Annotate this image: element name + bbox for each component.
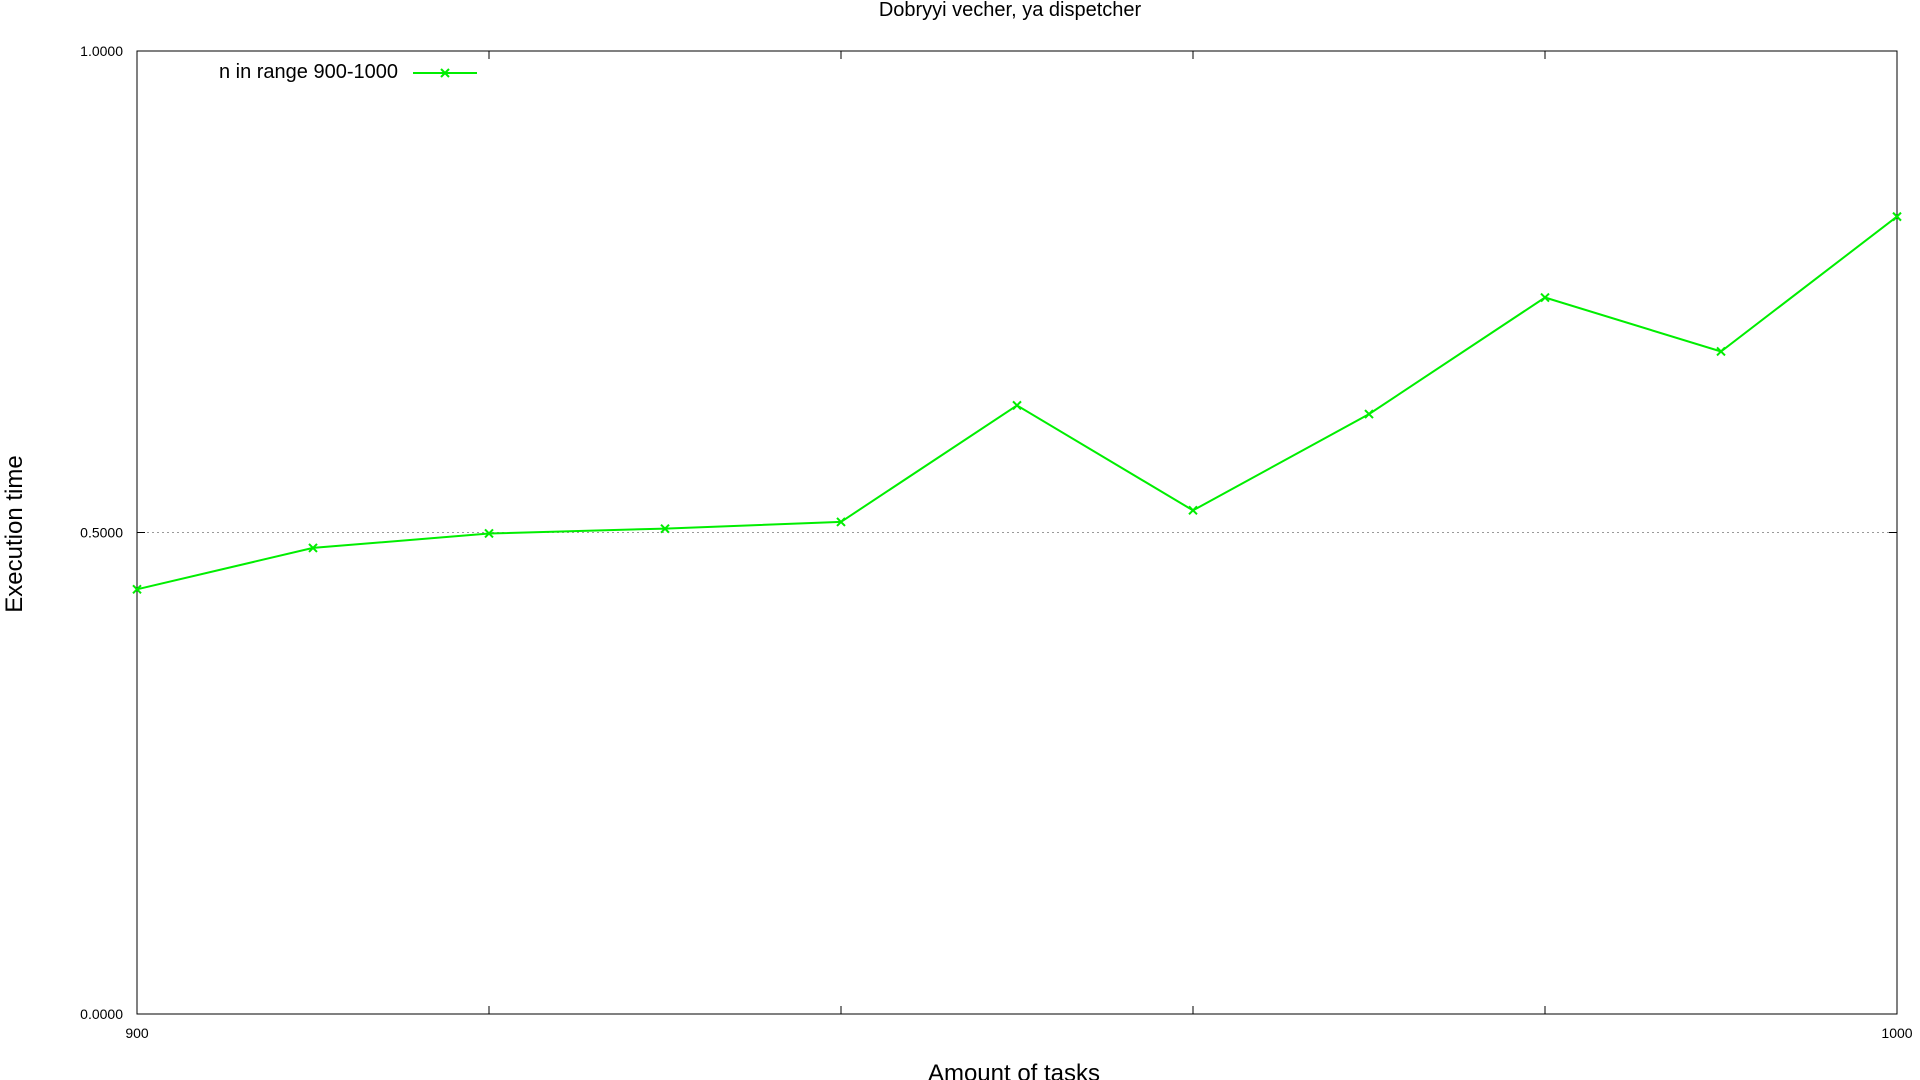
data-point xyxy=(1892,211,1902,222)
series-line-0 xyxy=(136,215,1898,591)
y-tick-label: 0.5000 xyxy=(80,525,123,541)
y-tick-label: 1.0000 xyxy=(80,43,123,59)
chart-title: Dobryyi vecher, ya dispetcher xyxy=(879,0,1142,21)
legend: n in range 900-1000 xyxy=(219,61,477,83)
legend-marker xyxy=(440,68,450,78)
data-point xyxy=(1540,292,1550,303)
data-point xyxy=(1012,400,1022,411)
legend-marker-x xyxy=(440,68,450,78)
x-tick-label: 900 xyxy=(125,1025,149,1041)
legend-label: n in range 900-1000 xyxy=(219,61,398,83)
data-point xyxy=(308,543,318,553)
plot-frame xyxy=(136,50,1898,1015)
data-point xyxy=(484,528,494,539)
data-point xyxy=(660,523,670,534)
x-axis-label: Amount of tasks xyxy=(928,1060,1100,1080)
data-point xyxy=(132,584,142,595)
x-tick-label: 1000 xyxy=(1881,1025,1912,1041)
tick-labels: 0.0000 0.5000 1.0000 900 1000 xyxy=(80,43,1913,1041)
data-point xyxy=(1716,346,1726,357)
y-axis-label: Execution time xyxy=(1,455,28,612)
series-layer xyxy=(132,211,1902,595)
data-point xyxy=(1188,505,1198,516)
data-point xyxy=(836,517,846,527)
y-tick-label: 0.0000 xyxy=(80,1006,123,1022)
data-point xyxy=(1364,409,1374,419)
